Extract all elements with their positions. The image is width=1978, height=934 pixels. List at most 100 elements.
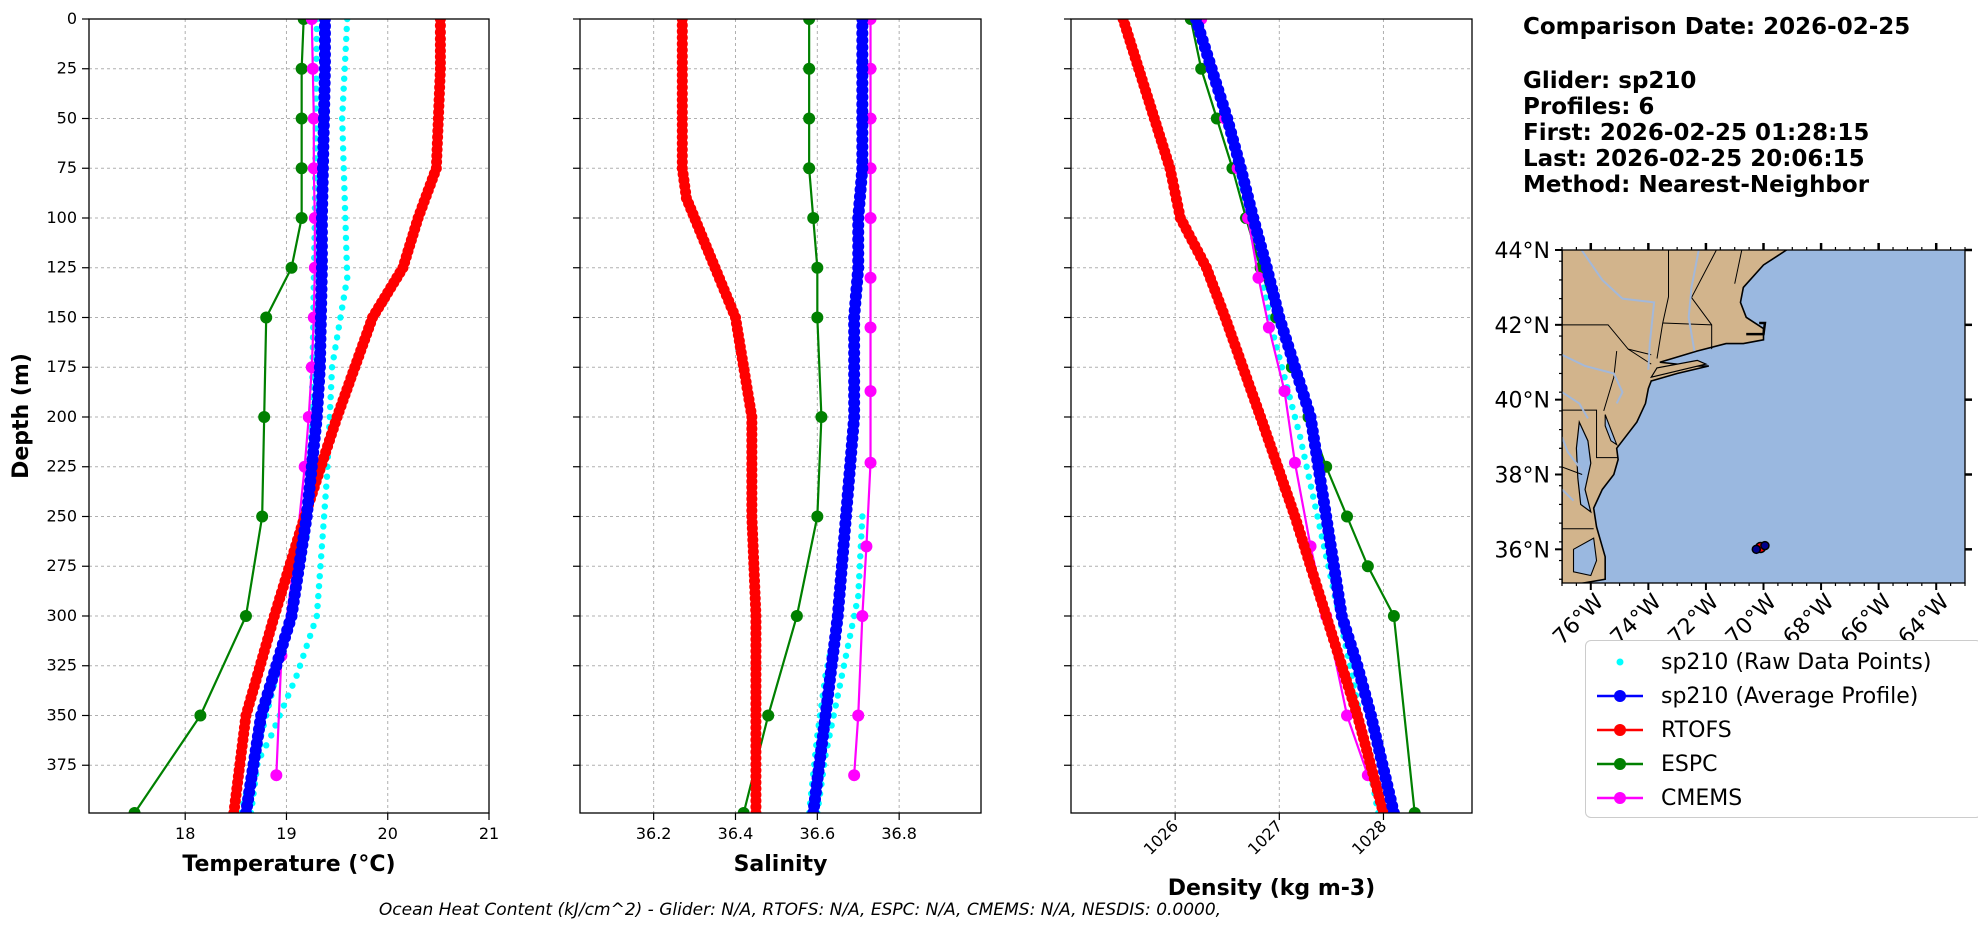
marker-sp210-raw-data-points- [313, 55, 320, 62]
marker-sp210-raw-data-points- [844, 642, 852, 650]
marker-sp210-raw-data-points- [1312, 503, 1319, 510]
marker-sp210-raw-data-points- [1278, 364, 1286, 371]
marker-cmems [1252, 271, 1265, 284]
marker-sp210-raw-data-points- [834, 692, 841, 699]
marker-sp210-raw-data-points- [339, 135, 346, 142]
marker-sp210-raw-data-points- [1299, 443, 1306, 451]
marker-sp210-raw-data-points- [289, 682, 296, 689]
state-border [1562, 324, 1652, 365]
legend-swatch-marker [1614, 690, 1626, 702]
marker-sp210-raw-data-points- [313, 45, 320, 53]
marker-sp210-raw-data-points- [319, 533, 326, 540]
marker-sp210-raw-data-points- [293, 672, 300, 679]
marker-sp210-raw-data-points- [318, 543, 326, 550]
marker-sp210-raw-data-points- [343, 264, 351, 271]
lat-label: 36°N [1495, 538, 1550, 563]
marker-espc [803, 112, 816, 125]
marker-cmems [856, 609, 869, 622]
marker-sp210-raw-data-points- [303, 642, 310, 650]
marker-sp210-raw-data-points- [342, 284, 349, 291]
marker-sp210-raw-data-points- [296, 662, 304, 669]
axes-frame [579, 18, 982, 814]
state-border [1603, 350, 1618, 412]
marker-sp210-raw-data-points- [343, 254, 350, 261]
marker-sp210-raw-data-points- [846, 632, 854, 640]
marker-sp210-raw-data-points- [1281, 373, 1288, 381]
marker-sp210-raw-data-points- [272, 722, 279, 729]
marker-sp210-raw-data-points- [855, 582, 862, 590]
legend-label: RTOFS [1661, 717, 1732, 743]
marker-sp210-raw-data-points- [1296, 433, 1304, 441]
y-tick-label: 150 [46, 307, 77, 326]
marker-cmems [1288, 456, 1301, 469]
comparison-date: Comparison Date: 2026-02-25 [1523, 14, 1911, 40]
river [1562, 353, 1624, 404]
marker-espc [256, 510, 269, 523]
x-axis-label: Salinity [734, 852, 828, 877]
marker-cmems [307, 112, 320, 125]
marker-sp210-raw-data-points- [842, 652, 850, 659]
lat-label: 42°N [1495, 314, 1550, 339]
marker-sp210-raw-data-points- [343, 244, 350, 252]
marker-sp210-raw-data-points- [332, 344, 339, 351]
marker-sp210-raw-data-points- [1318, 533, 1326, 540]
marker-sp210-raw-data-points- [342, 45, 349, 53]
marker-sp210-raw-data-points- [268, 732, 275, 739]
glider-name: Glider: sp210 [1523, 68, 1697, 94]
marker-espc [815, 410, 828, 423]
marker-sp210-raw-data-points- [263, 742, 270, 749]
x-axis-label: Density (kg m-3) [1168, 876, 1376, 901]
legend-swatch-marker [1614, 758, 1626, 770]
marker-sp210-raw-data-points- [1314, 513, 1321, 520]
x-tick-label: 36.6 [800, 824, 836, 843]
legend-label: sp210 (Raw Data Points) [1661, 649, 1932, 675]
y-tick-label: 275 [46, 556, 77, 575]
marker-cmems [848, 769, 861, 782]
marker-sp210-raw-data-points- [316, 572, 323, 580]
marker-sp210-raw-data-points- [340, 75, 348, 82]
x-tick-label: 1026 [1140, 816, 1182, 858]
marker-cmems [864, 271, 877, 284]
river [1562, 391, 1589, 419]
marker-espc [803, 62, 816, 75]
marker-sp210-raw-data-points- [832, 702, 839, 709]
y-tick-label: 50 [57, 108, 77, 127]
x-tick-label: 18 [175, 824, 195, 843]
marker-espc [807, 211, 820, 224]
marker-cmems [1278, 385, 1291, 398]
marker-sp210-raw-data-points- [322, 493, 329, 500]
marker-sp210-raw-data-points- [341, 194, 348, 202]
marker-cmems [864, 385, 877, 398]
marker-sp210-raw-data-points- [320, 513, 328, 520]
marker-sp210-raw-data-points- [339, 95, 347, 102]
lat-label: 44°N [1495, 239, 1550, 264]
ocean-heat-content-footer: Ocean Heat Content (kJ/cm^2) - Glider: N… [378, 900, 1222, 920]
legend-item: sp210 (Raw Data Points) [1585, 647, 1931, 677]
y-tick-label: 100 [46, 208, 77, 227]
y-tick-label: 300 [46, 606, 77, 625]
x-tick-label: 36.8 [881, 824, 917, 843]
marker-sp210-raw-data-points- [859, 513, 866, 520]
y-tick-label: 200 [46, 407, 77, 426]
marker-sp210-raw-data-points- [1264, 304, 1272, 311]
marker-sp210-raw-data-points- [342, 224, 349, 232]
axes-frame [1070, 18, 1473, 814]
marker-espc [803, 19, 816, 25]
marker-sp210-raw-data-points- [855, 592, 862, 600]
marker-sp210-raw-data-points- [1305, 473, 1313, 480]
marker-sp210-raw-data-points- [314, 602, 321, 610]
marker-sp210-raw-data-points- [1301, 453, 1308, 460]
marker-espc [790, 609, 803, 622]
series-line-espc [133, 19, 305, 813]
legend-item: CMEMS [1585, 783, 1742, 813]
marker-sp210-average-profile- [239, 807, 252, 813]
marker-sp210-raw-data-points- [328, 373, 335, 381]
marker-espc [295, 162, 308, 175]
state-border [1628, 348, 1652, 356]
method: Method: Nearest-Neighbor [1523, 172, 1870, 198]
state-border [1662, 322, 1712, 326]
legend-swatch [1597, 758, 1643, 770]
marker-sp210-raw-data-points- [337, 314, 344, 321]
last-time: Last: 2026-02-25 20:06:15 [1523, 146, 1865, 172]
marker-espc [762, 709, 775, 722]
